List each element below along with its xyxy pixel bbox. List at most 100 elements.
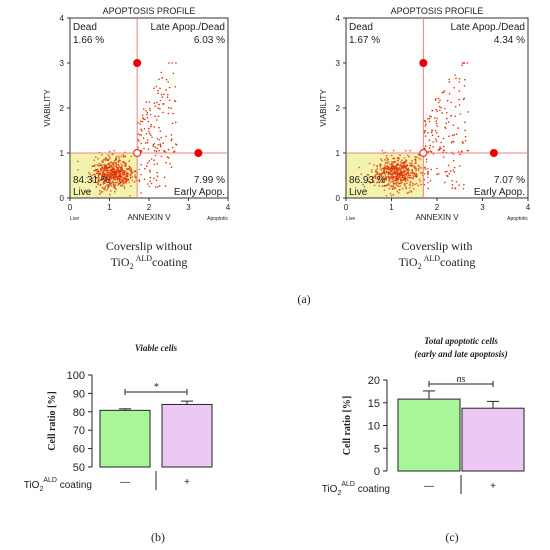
scatter-point [391,180,394,183]
scatter-point [96,164,99,167]
scatter-point [405,160,408,162]
scatter-point [391,176,393,179]
scatter-point [453,133,456,136]
scatter-point [153,159,155,161]
scatter-point [380,181,383,184]
y-tick-label: 5 [374,443,380,455]
gate-top-handle[interactable] [133,59,142,67]
scatter-point [417,153,420,156]
scatter-point [440,147,442,150]
scatter-point [77,160,79,163]
scatter-point [161,96,164,98]
scatter-point [152,145,154,148]
scatter-point [159,107,161,110]
scatter-point [165,78,168,81]
scatter-point [157,92,159,95]
scatter-point [409,162,411,165]
scatter-point [437,149,440,151]
scatter-point [427,170,429,173]
gate-right-handle[interactable] [489,149,498,157]
scatter-point [412,174,415,177]
y-tick-label: 15 [368,398,380,410]
scatter-point [102,169,105,172]
scatter-point [384,162,387,165]
scatter-point [389,192,392,195]
scatter-point [124,165,127,168]
scatter-point [118,173,120,176]
scatter-point [461,64,463,67]
scatter-point [173,151,175,153]
x-axis-left-end-label: Live [346,216,355,222]
scatter-point [140,142,143,145]
scatter-point [109,181,111,184]
scatter-point [425,160,428,163]
early-quadrant-value: 7.07 % [494,175,525,186]
gate-right-handle[interactable] [194,149,203,157]
scatter-point [148,101,150,103]
gate-top-handle[interactable] [419,59,428,67]
scatter-point [431,109,434,112]
scatter-point [451,187,454,190]
bar [161,403,213,468]
scatter-point [452,169,454,171]
scatter-point [448,81,451,83]
scatter-point [106,171,108,174]
scatter-point [110,165,113,168]
scatter-point [467,149,469,152]
scatter-point [102,158,105,161]
scatter-point [411,184,414,187]
early-quadrant-value: 7.99 % [194,175,225,186]
scatter-point [160,93,163,96]
scatter-point [115,161,118,164]
gate-center-handle[interactable] [133,148,142,158]
scatter-point [109,178,111,181]
scatter-point [392,161,395,164]
scatter-point [151,136,153,139]
scatter-point [447,164,450,167]
scatter-point [127,179,130,181]
y-tick-label: 90 [73,388,85,400]
scatter-point [172,72,175,75]
scatter-point [143,178,146,181]
scatter-point [435,120,438,122]
scatter-point [463,78,466,81]
scatter-point [156,119,158,121]
scatter-point [403,172,406,175]
scatter-point [414,158,416,161]
scatter-point [406,171,409,174]
dead-quadrant-value: 1.66 % [73,35,104,46]
scatter-point [441,112,443,114]
scatter-point [398,182,401,185]
scatter-point [88,173,91,175]
scatter-point [413,173,416,176]
group-label-tio: TiO [322,484,338,495]
scatter-point [396,160,399,162]
scatter-point [115,170,118,173]
scatter-point [156,175,159,178]
scatter-point [403,183,406,186]
scatter-point [408,191,410,194]
scatter-point [367,178,369,180]
scatter-point [463,97,465,100]
scatter-point [411,170,413,172]
scatter-point [141,150,143,152]
scatter-point [373,181,375,184]
scatter-point [423,178,426,181]
scatter-point [368,180,370,183]
scatter-point [458,165,461,167]
scatter-point [392,182,395,184]
scatter-point [363,185,366,188]
scatter-point [118,160,120,163]
scatter-point [437,135,440,138]
scatter-point [117,167,120,169]
gate-center-handle[interactable] [419,148,428,158]
scatter-point [385,171,388,173]
scatter-point [446,99,449,102]
scatter-point [114,175,117,178]
scatter-point [398,188,401,191]
scatter-point [423,166,426,169]
scatter-point [117,176,119,179]
group-label-sup: ALD [341,481,355,488]
caption-line-2: TiO2ALDcoating [111,254,188,271]
scatter-point [434,129,437,132]
